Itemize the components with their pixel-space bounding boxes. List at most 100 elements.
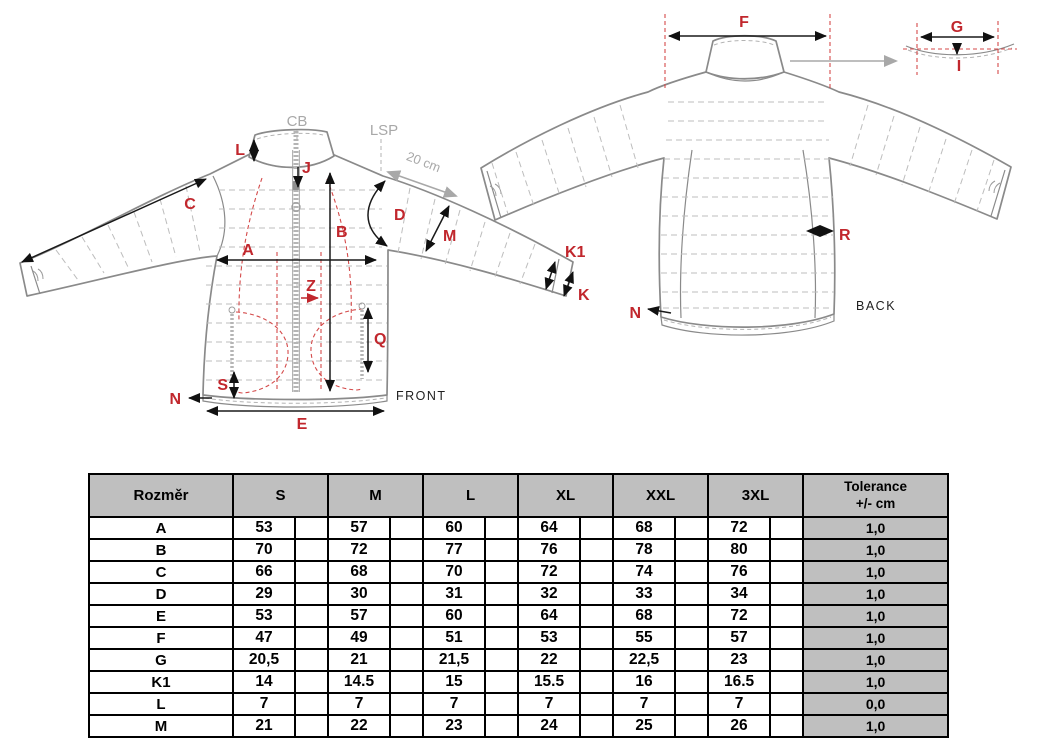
spacer-cell: [769, 582, 805, 606]
dimension-cell: K1: [88, 670, 234, 694]
jacket-front-view: CB LSP 20 cm L J C D B M A K1 K Z Q S N …: [19, 113, 590, 433]
table-row-a: A 53 57 60 64 68 72 1,0: [88, 516, 950, 540]
value-cell: 7: [707, 692, 772, 716]
spacer-cell: [674, 670, 710, 694]
spacer-cell: [579, 648, 615, 672]
dimension-cell: F: [88, 626, 234, 650]
back-side-panel-seams: [679, 149, 817, 319]
value-cell: 29: [232, 582, 296, 606]
tolerance-cell: 0,0: [802, 692, 950, 716]
table-row-g: G 20,5 21 21,5 22 22,5 23 1,0: [88, 648, 950, 672]
value-cell: 53: [232, 604, 296, 628]
value-cell: 72: [707, 604, 772, 628]
value-cell: 72: [517, 560, 582, 584]
table-row-f: F 47 49 51 53 55 57 1,0: [88, 626, 950, 650]
value-cell: 21: [232, 714, 296, 738]
dimension-cell: D: [88, 582, 234, 606]
cb-guide-label: CB: [287, 113, 308, 130]
value-cell: 74: [612, 560, 677, 584]
value-cell: 64: [517, 604, 582, 628]
value-cell: 16.5: [707, 670, 772, 694]
tolerance-cell: 1,0: [802, 604, 950, 628]
value-cell: 76: [707, 560, 772, 584]
spacer-cell: [674, 560, 710, 584]
value-cell: 23: [707, 648, 772, 672]
value-cell: 14: [232, 670, 296, 694]
value-cell: 80: [707, 538, 772, 562]
spacer-cell: [579, 538, 615, 562]
table-row-b: B 70 72 77 76 78 80 1,0: [88, 538, 950, 562]
back-body-outline: [480, 71, 1012, 328]
spacer-cell: [674, 604, 710, 628]
r-diamond-marker: [806, 225, 834, 237]
value-cell: 34: [707, 582, 772, 606]
tolerance-cell: 1,0: [802, 560, 950, 584]
tolerance-cell: 1,0: [802, 714, 950, 738]
spacer-cell: [293, 560, 330, 584]
value-cell: 21,5: [422, 648, 487, 672]
value-cell: 77: [422, 538, 487, 562]
spacer-cell: [484, 582, 520, 606]
value-cell: 22: [327, 714, 392, 738]
lsp-guide-label: LSP: [370, 122, 398, 139]
value-cell: 57: [327, 604, 392, 628]
value-cell: 31: [422, 582, 487, 606]
spacer-cell: [674, 626, 710, 650]
front-caption: FRONT: [396, 389, 447, 403]
spacer-cell: [674, 582, 710, 606]
value-cell: 51: [422, 626, 487, 650]
dim-label-k1: K1: [565, 244, 586, 261]
value-cell: 7: [232, 692, 296, 716]
spacer-cell: [484, 604, 520, 628]
dim-label-i: I: [957, 58, 961, 75]
spacer-cell: [293, 648, 330, 672]
spacer-cell: [389, 692, 425, 716]
spacer-cell: [674, 648, 710, 672]
value-cell: 15.5: [517, 670, 582, 694]
scale-20cm-arrow: [386, 170, 458, 198]
value-cell: 76: [517, 538, 582, 562]
value-cell: 66: [232, 560, 296, 584]
value-cell: 60: [422, 516, 487, 540]
spacer-cell: [293, 538, 330, 562]
spacer-cell: [769, 538, 805, 562]
spacer-cell: [389, 582, 425, 606]
spacer-cell: [484, 714, 520, 738]
value-cell: 47: [232, 626, 296, 650]
value-cell: 57: [327, 516, 392, 540]
value-cell: 53: [232, 516, 296, 540]
header-tolerance-line2: +/- cm: [855, 495, 896, 511]
dim-label-n-front: N: [169, 391, 181, 408]
front-left-cuff-mark: [32, 268, 44, 282]
table-row-d: D 29 30 31 32 33 34 1,0: [88, 582, 950, 606]
tolerance-cell: 1,0: [802, 670, 950, 694]
dim-label-f: F: [739, 14, 749, 31]
spacer-cell: [389, 538, 425, 562]
spacer-cell: [674, 538, 710, 562]
value-cell: 60: [422, 604, 487, 628]
spacer-cell: [389, 560, 425, 584]
table-row-m: M 21 22 23 24 25 26 1,0: [88, 714, 950, 738]
jacket-back-view: F G I R N BACK: [480, 14, 1017, 336]
jacket-technical-drawing: CB LSP 20 cm L J C D B M A K1 K Z Q S N …: [19, 14, 1017, 433]
value-cell: 30: [327, 582, 392, 606]
spacer-cell: [579, 604, 615, 628]
back-cuff-marks: [489, 180, 1001, 197]
dim-label-b: B: [336, 224, 348, 241]
table-row-l: L 7 7 7 7 7 7 0,0: [88, 692, 950, 716]
value-cell: 78: [612, 538, 677, 562]
spacer-cell: [674, 692, 710, 716]
spacer-cell: [579, 516, 615, 540]
value-cell: 49: [327, 626, 392, 650]
value-cell: 53: [517, 626, 582, 650]
spacer-cell: [293, 692, 330, 716]
spacer-cell: [484, 516, 520, 540]
value-cell: 20,5: [232, 648, 296, 672]
dim-label-s: S: [217, 377, 228, 394]
spacer-cell: [389, 604, 425, 628]
spacer-cell: [769, 670, 805, 694]
spacer-cell: [389, 626, 425, 650]
dim-label-r: R: [839, 227, 851, 244]
spacer-cell: [769, 560, 805, 584]
